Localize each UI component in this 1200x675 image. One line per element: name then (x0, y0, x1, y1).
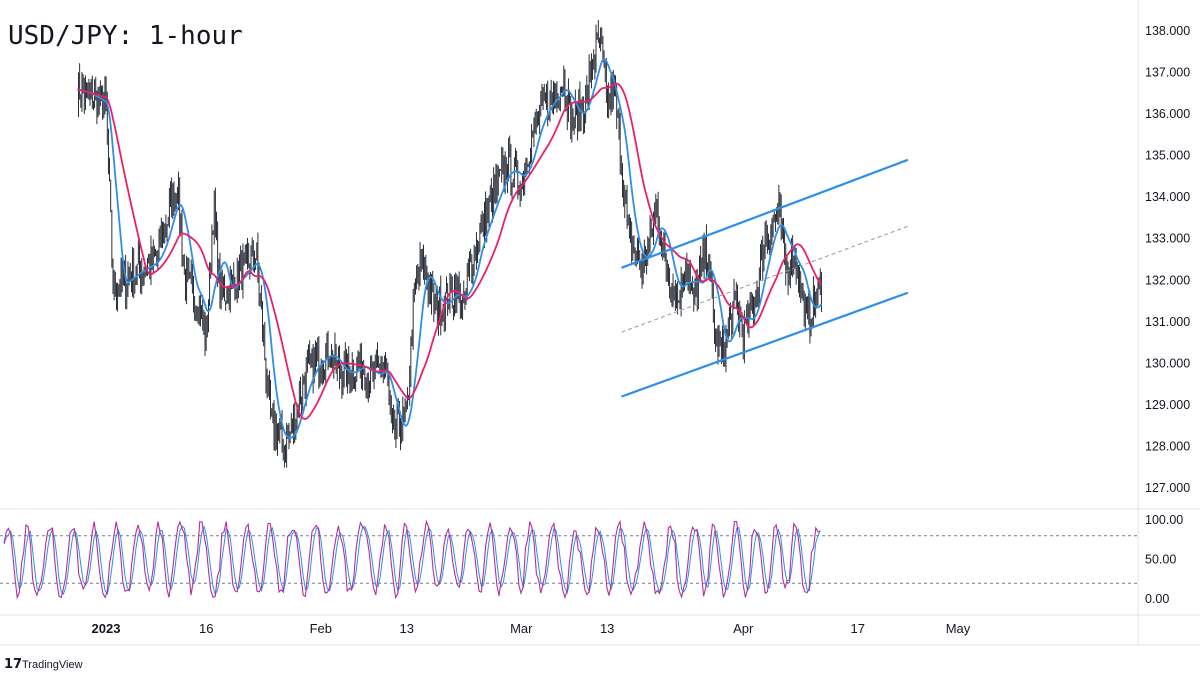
channel-lower-line (621, 291, 909, 398)
price-tick-label: 138.000 (1145, 24, 1190, 38)
time-tick-label: 16 (199, 621, 213, 636)
axes: 127.000 128.000 129.000 130.000 131.000 132.0… (0, 0, 1200, 646)
osc-tick-label: 100.00 (1145, 513, 1183, 527)
time-tick-label: 17 (851, 621, 865, 636)
price-tick-label: 133.000 (1145, 232, 1190, 246)
time-tick-label: 2023 (92, 621, 121, 636)
tradingview-logo: 17 TradingView (4, 657, 83, 672)
osc-tick-label: 0.00 (1145, 592, 1169, 606)
price-tick-label: 136.000 (1145, 107, 1190, 121)
time-tick-label: 13 (399, 621, 413, 636)
fast-moving-average (77, 57, 823, 439)
price-tick-label: 134.000 (1145, 190, 1190, 204)
channel-mid-line (621, 225, 909, 333)
osc-tick-label: 50.00 (1145, 553, 1176, 567)
time-tick-label: Apr (733, 621, 754, 636)
price-tick-label: 135.000 (1145, 149, 1190, 163)
price-tick-label: 131.000 (1145, 315, 1190, 329)
channel-upper-line (621, 158, 909, 269)
stochastic-pane (0, 519, 1138, 600)
price-tick-label: 130.000 (1145, 356, 1190, 370)
stochastic-k-line (3, 519, 821, 600)
tradingview-icon: 17 (4, 657, 22, 672)
price-tick-label: 129.000 (1145, 398, 1190, 412)
time-tick-label: Mar (510, 621, 533, 636)
time-tick-label: Feb (310, 621, 332, 636)
chart-title: USD/JPY: 1-hour (8, 21, 243, 51)
price-pane (77, 20, 909, 468)
time-tick-label: May (946, 621, 971, 636)
slow-moving-average (77, 82, 823, 420)
price-tick-label: 132.000 (1145, 273, 1190, 287)
time-tick-label: 13 (600, 621, 614, 636)
brand-label: TradingView (22, 659, 83, 671)
price-tick-label: 127.000 (1145, 481, 1190, 495)
price-tick-label: 128.000 (1145, 439, 1190, 453)
price-tick-label: 137.000 (1145, 66, 1190, 80)
